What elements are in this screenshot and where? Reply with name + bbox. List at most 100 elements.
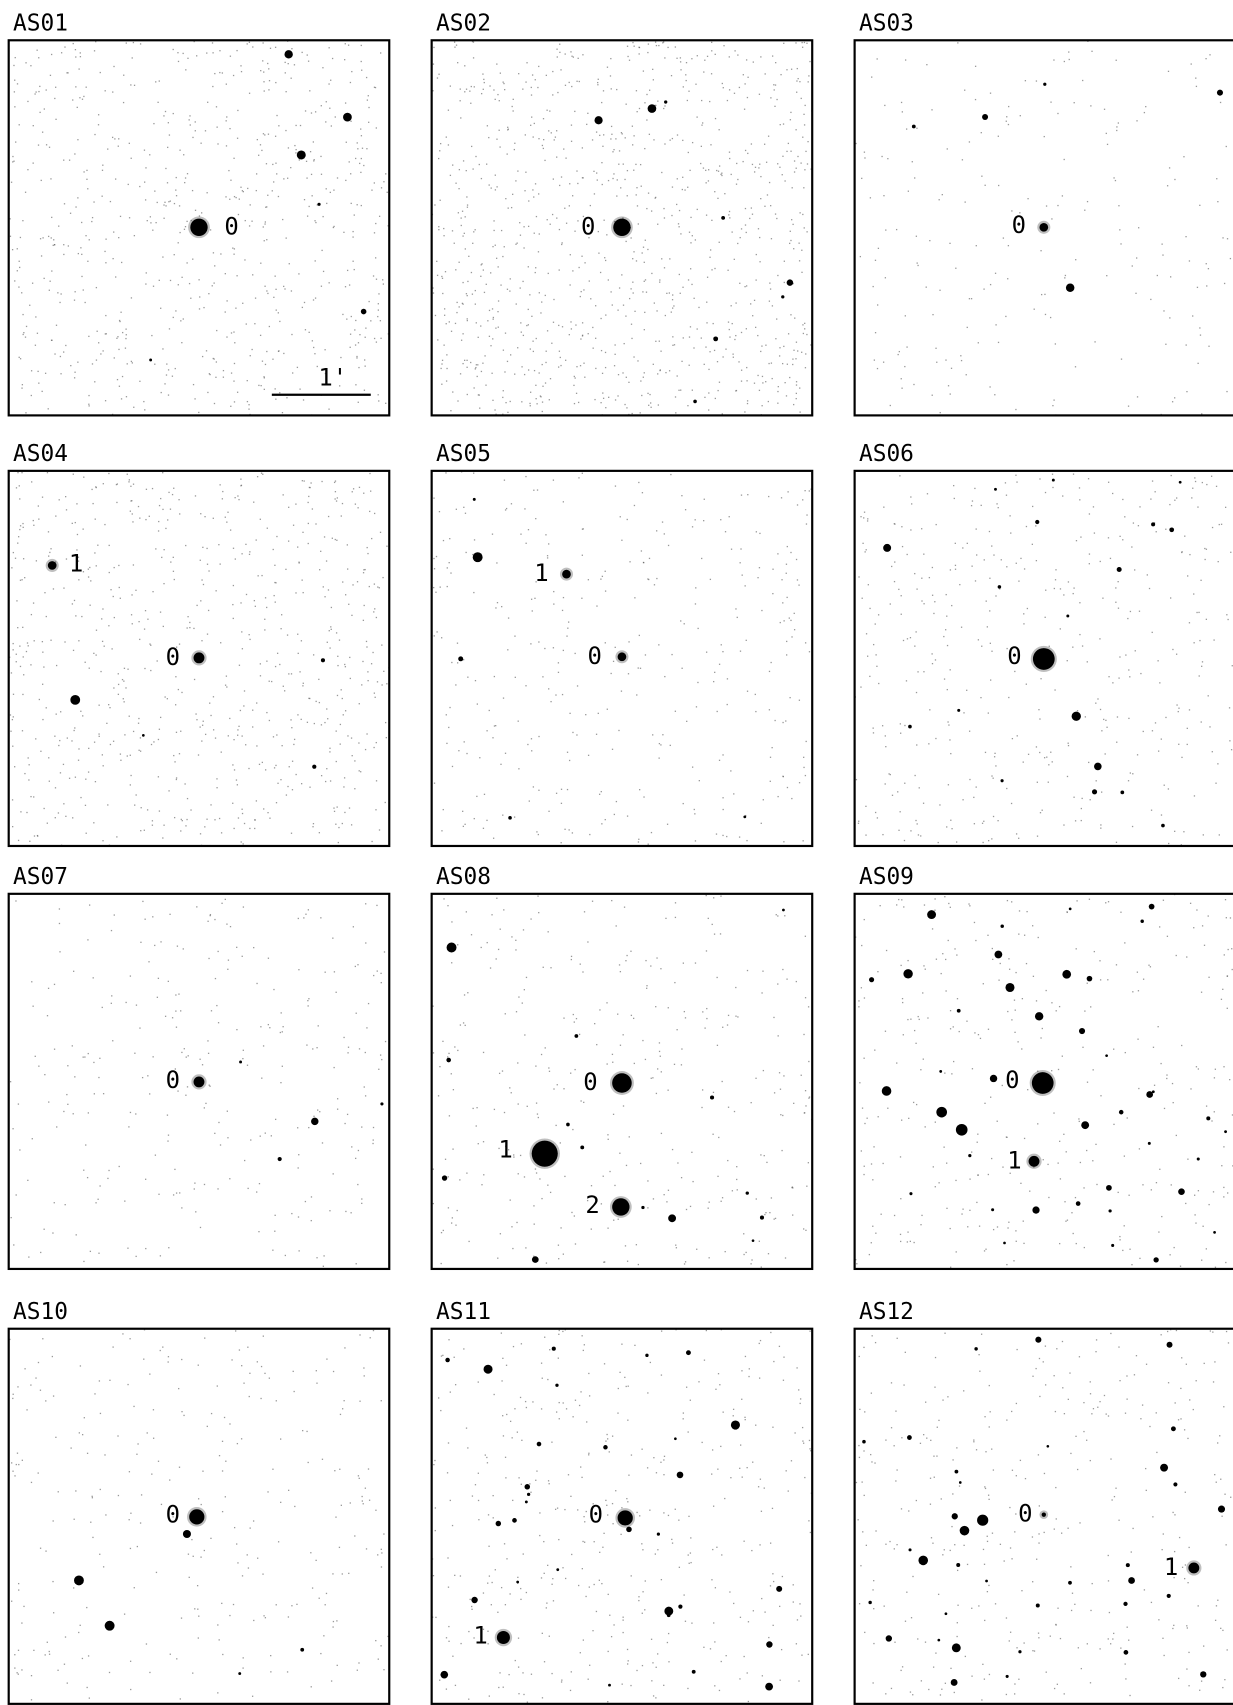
noise <box>696 1249 697 1250</box>
noise <box>19 261 20 262</box>
noise <box>864 997 865 998</box>
noise <box>950 1228 951 1229</box>
noise <box>627 195 628 196</box>
noise <box>274 767 275 768</box>
noise <box>917 265 918 266</box>
noise <box>40 1252 41 1253</box>
noise <box>619 150 620 151</box>
noise <box>1230 552 1231 553</box>
noise <box>974 922 975 923</box>
noise <box>147 1075 148 1076</box>
noise <box>63 1111 64 1112</box>
noise <box>695 840 696 841</box>
noise <box>521 366 522 367</box>
noise <box>113 687 114 688</box>
noise <box>320 1653 321 1654</box>
noise <box>1118 608 1119 609</box>
noise <box>518 996 519 997</box>
noise <box>323 271 324 272</box>
noise <box>372 652 373 653</box>
noise <box>804 169 805 170</box>
noise <box>92 1537 93 1538</box>
noise <box>578 58 579 59</box>
noise <box>1208 695 1209 696</box>
noise <box>1169 167 1170 168</box>
noise <box>178 242 179 243</box>
noise <box>614 814 615 815</box>
noise <box>328 83 329 84</box>
noise <box>340 724 341 725</box>
noise <box>364 605 365 606</box>
noise <box>1139 1148 1140 1149</box>
noise <box>307 215 308 216</box>
noise <box>584 1542 585 1543</box>
noise <box>633 170 634 171</box>
noise <box>563 148 564 149</box>
noise <box>725 349 726 350</box>
noise <box>1108 537 1109 538</box>
noise <box>1231 948 1232 949</box>
noise <box>659 1042 660 1043</box>
noise <box>743 1254 744 1255</box>
noise <box>1204 559 1205 560</box>
field-star <box>1035 520 1039 524</box>
noise <box>630 288 631 289</box>
noise <box>786 69 787 70</box>
field-star <box>380 1102 383 1105</box>
noise <box>473 473 474 474</box>
noise <box>226 116 227 117</box>
noise <box>946 1162 947 1163</box>
noise <box>867 656 868 657</box>
noise <box>153 1409 154 1410</box>
noise <box>240 65 241 66</box>
noise <box>945 359 946 360</box>
noise <box>531 116 532 117</box>
noise <box>194 1608 195 1609</box>
noise <box>1060 588 1061 589</box>
noise <box>460 117 461 118</box>
noise <box>697 682 698 683</box>
noise <box>875 1233 876 1234</box>
target-star <box>189 1509 204 1524</box>
noise <box>10 1081 11 1082</box>
noise <box>561 176 562 177</box>
noise <box>685 509 686 510</box>
noise <box>805 642 806 643</box>
noise <box>991 838 992 839</box>
noise <box>645 654 646 655</box>
noise <box>629 1136 630 1137</box>
noise <box>764 144 765 145</box>
noise <box>16 1194 17 1195</box>
noise <box>993 1229 994 1230</box>
noise <box>1226 917 1227 918</box>
noise <box>224 1417 225 1418</box>
noise <box>950 393 951 394</box>
noise <box>1112 682 1113 683</box>
noise <box>63 244 64 245</box>
noise <box>348 604 349 605</box>
noise <box>313 299 314 300</box>
noise <box>794 171 795 172</box>
noise <box>1050 317 1051 318</box>
noise <box>756 1198 757 1199</box>
noise <box>467 992 468 993</box>
noise <box>60 293 61 294</box>
noise <box>616 925 617 926</box>
noise <box>344 664 345 665</box>
noise <box>291 290 292 291</box>
noise <box>1163 900 1164 901</box>
noise <box>263 1335 264 1336</box>
noise <box>954 498 955 499</box>
noise <box>685 1017 686 1018</box>
noise <box>508 617 509 618</box>
noise <box>659 279 660 280</box>
noise <box>361 1496 362 1497</box>
noise <box>605 1500 606 1501</box>
noise <box>369 586 370 587</box>
noise <box>593 348 594 349</box>
noise <box>656 1093 657 1094</box>
noise <box>346 142 347 143</box>
noise <box>644 329 645 330</box>
noise <box>461 217 462 218</box>
noise <box>603 220 604 221</box>
